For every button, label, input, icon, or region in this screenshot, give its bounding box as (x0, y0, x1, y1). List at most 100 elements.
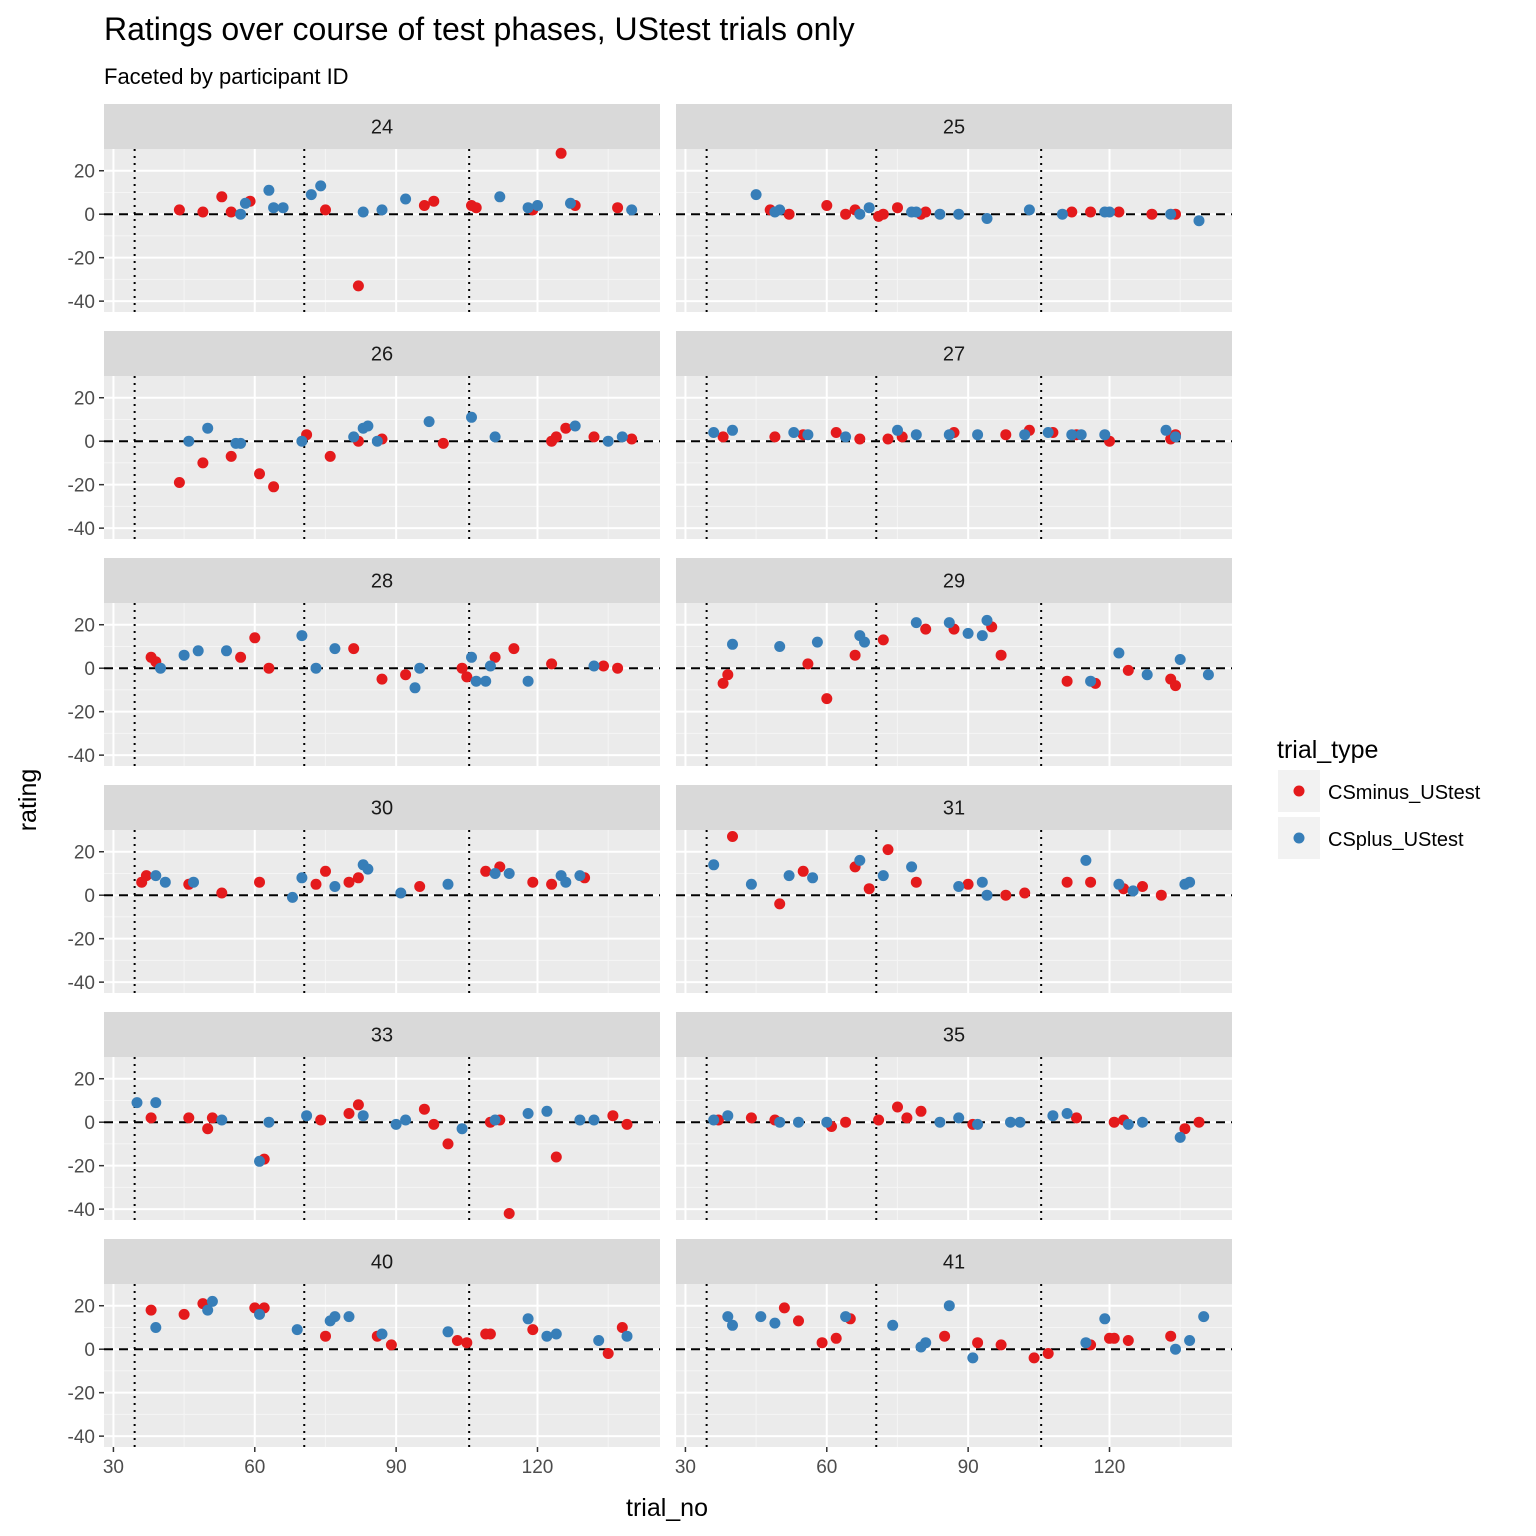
data-point-csminus-ustest (173, 477, 185, 488)
data-point-csplus-ustest (202, 422, 214, 434)
data-point-csplus-ustest (1170, 431, 1181, 443)
data-point-csplus-ustest (532, 200, 543, 211)
data-points (145, 630, 624, 694)
y-tick-label: 0 (84, 886, 95, 907)
data-point-csminus-ustest (550, 1151, 562, 1163)
data-point-csminus-ustest (1071, 1112, 1082, 1124)
data-point-csplus-ustest (976, 630, 988, 642)
data-point-csplus-ustest (263, 1116, 275, 1128)
data-point-csplus-ustest (287, 891, 298, 903)
x-axis-title: trial_no (626, 1494, 708, 1522)
facet-strip (676, 104, 1232, 149)
facet-panel-29: 29 (676, 558, 1232, 766)
data-point-csplus-ustest (892, 424, 903, 436)
data-points (131, 1097, 633, 1219)
data-point-csplus-ustest (807, 872, 819, 884)
data-point-csplus-ustest (920, 1337, 932, 1349)
data-point-csminus-ustest (343, 876, 355, 888)
y-tick-label: -20 (68, 930, 95, 951)
data-point-csplus-ustest (722, 1110, 734, 1122)
data-point-csplus-ustest (376, 1328, 388, 1340)
data-point-csminus-ustest (1061, 675, 1073, 687)
data-point-csminus-ustest (616, 1322, 628, 1333)
facet-panel-31: 31 (676, 785, 1232, 993)
data-point-csminus-ustest (414, 881, 426, 892)
data-point-csplus-ustest (972, 1118, 984, 1130)
y-tick-label: 0 (84, 432, 95, 453)
data-point-csplus-ustest (887, 1319, 899, 1331)
data-point-csplus-ustest (522, 1313, 534, 1325)
data-point-csminus-ustest (915, 1105, 927, 1117)
data-point-csplus-ustest (329, 643, 341, 655)
facet-strip-label: 26 (371, 344, 393, 366)
data-point-csplus-ustest (840, 1311, 852, 1323)
data-point-csplus-ustest (329, 881, 341, 892)
data-point-csminus-ustest (717, 431, 729, 443)
data-point-csplus-ustest (192, 645, 204, 657)
data-point-csminus-ustest (612, 202, 624, 214)
data-points (136, 859, 591, 903)
data-point-csplus-ustest (423, 416, 435, 428)
data-point-csplus-ustest (981, 889, 993, 901)
data-point-csminus-ustest (1085, 206, 1097, 218)
data-point-csminus-ustest (320, 204, 331, 216)
data-point-csplus-ustest (541, 1105, 553, 1117)
facet-strip-label: 29 (943, 571, 965, 593)
y-tick-label: -40 (68, 292, 95, 313)
data-point-csminus-ustest (892, 202, 903, 214)
data-point-csminus-ustest (602, 1348, 614, 1359)
chart-subtitle: Faceted by participant ID (104, 64, 349, 89)
panel-background (104, 376, 660, 539)
data-point-csminus-ustest (428, 195, 440, 207)
facet-strip-label: 25 (943, 117, 965, 139)
data-point-csplus-ustest (390, 1118, 402, 1130)
y-tick-label: -40 (68, 1200, 95, 1221)
facet-panel-27: 27 (676, 331, 1232, 539)
data-point-csminus-ustest (263, 662, 275, 674)
data-point-csminus-ustest (352, 1099, 364, 1111)
data-point-csminus-ustest (225, 206, 237, 218)
gridlines (104, 830, 660, 993)
data-point-csminus-ustest (939, 1330, 951, 1342)
data-point-csplus-ustest (541, 1330, 553, 1342)
data-point-csplus-ustest (1113, 878, 1125, 890)
data-point-csplus-ustest (565, 197, 576, 209)
data-point-csplus-ustest (296, 872, 308, 884)
facet-strip-label: 41 (943, 1252, 965, 1274)
data-point-csminus-ustest (202, 1123, 214, 1135)
data-point-csplus-ustest (155, 662, 166, 674)
data-point-csplus-ustest (910, 206, 922, 218)
data-point-csplus-ustest (159, 876, 171, 888)
data-point-csminus-ustest (527, 876, 539, 888)
facet-strip-label: 30 (371, 798, 393, 820)
facet-strip-label: 33 (371, 1025, 393, 1047)
facet-strip (104, 104, 660, 149)
data-points (708, 831, 1196, 910)
data-point-csminus-ustest (451, 1335, 463, 1346)
data-point-csminus-ustest (774, 898, 786, 910)
data-point-csplus-ustest (774, 204, 786, 216)
data-point-csminus-ustest (882, 844, 894, 856)
data-points (145, 1295, 633, 1359)
x-tick-label: 90 (386, 1457, 407, 1478)
data-point-csminus-ustest (320, 1330, 331, 1342)
facet-strip (104, 558, 660, 603)
panel-background (104, 149, 660, 312)
data-point-csminus-ustest (972, 1337, 984, 1349)
data-point-csminus-ustest (442, 1138, 454, 1150)
y-tick-label: 0 (84, 1340, 95, 1361)
data-point-csminus-ustest (376, 673, 388, 685)
data-points (750, 189, 1205, 227)
data-point-csplus-ustest (1127, 885, 1139, 897)
data-point-csplus-ustest (774, 641, 786, 652)
data-point-csminus-ustest (821, 200, 833, 211)
data-point-csminus-ustest (849, 649, 861, 661)
data-point-csplus-ustest (962, 627, 974, 639)
facet-panel-25: 25 (676, 104, 1232, 312)
data-point-csplus-ustest (1137, 1116, 1148, 1128)
data-point-csminus-ustest (216, 191, 228, 203)
data-point-csminus-ustest (550, 431, 562, 443)
data-point-csminus-ustest (555, 147, 567, 159)
data-point-csplus-ustest (1099, 429, 1111, 441)
data-point-csminus-ustest (854, 433, 866, 445)
